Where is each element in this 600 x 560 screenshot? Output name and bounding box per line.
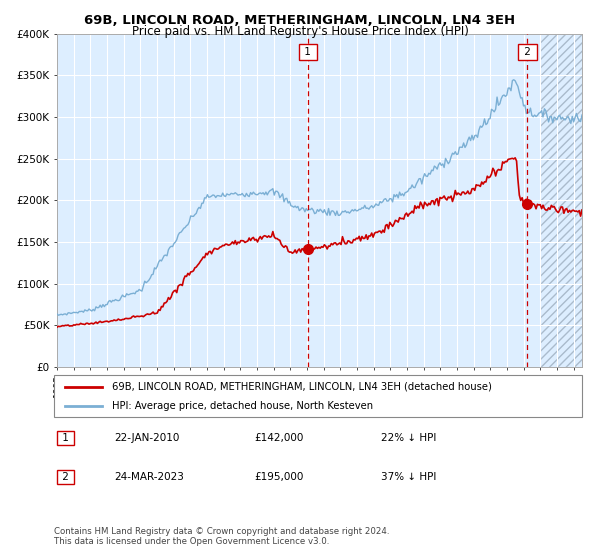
Text: 2: 2: [59, 472, 73, 482]
Text: 22% ↓ HPI: 22% ↓ HPI: [382, 433, 437, 443]
Text: 1: 1: [301, 47, 314, 57]
Text: 69B, LINCOLN ROAD, METHERINGHAM, LINCOLN, LN4 3EH (detached house): 69B, LINCOLN ROAD, METHERINGHAM, LINCOLN…: [112, 381, 492, 391]
Text: HPI: Average price, detached house, North Kesteven: HPI: Average price, detached house, Nort…: [112, 401, 373, 411]
Text: 24-MAR-2023: 24-MAR-2023: [115, 472, 185, 482]
Text: 69B, LINCOLN ROAD, METHERINGHAM, LINCOLN, LN4 3EH: 69B, LINCOLN ROAD, METHERINGHAM, LINCOLN…: [85, 14, 515, 27]
Text: £142,000: £142,000: [254, 433, 304, 443]
Text: 1: 1: [59, 433, 73, 443]
FancyBboxPatch shape: [54, 375, 582, 417]
Text: Contains HM Land Registry data © Crown copyright and database right 2024.
This d: Contains HM Land Registry data © Crown c…: [54, 526, 389, 546]
Text: 22-JAN-2010: 22-JAN-2010: [115, 433, 180, 443]
Text: £195,000: £195,000: [254, 472, 304, 482]
Text: 2: 2: [521, 47, 534, 57]
Text: Price paid vs. HM Land Registry's House Price Index (HPI): Price paid vs. HM Land Registry's House …: [131, 25, 469, 38]
Text: 37% ↓ HPI: 37% ↓ HPI: [382, 472, 437, 482]
